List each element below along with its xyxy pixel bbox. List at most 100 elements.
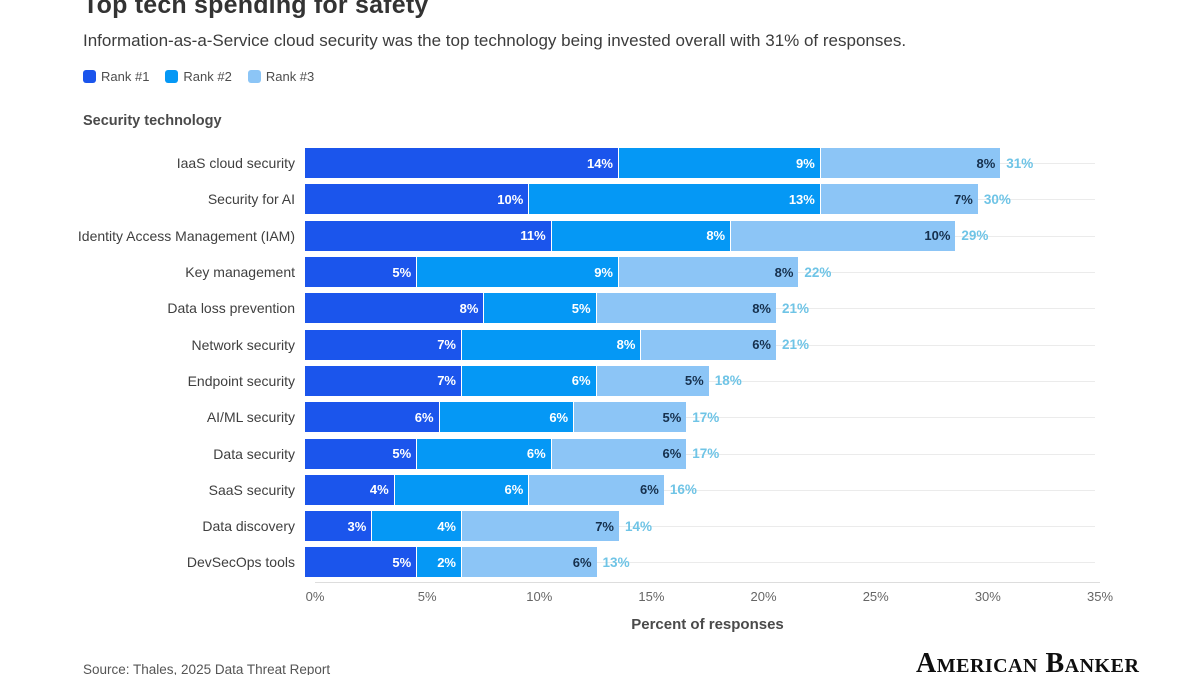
category-label: Data security	[213, 445, 295, 462]
category-label: IaaS cloud security	[176, 155, 295, 172]
bar-segment-rank3: 8%	[596, 293, 776, 324]
x-tick-label: 0%	[305, 589, 325, 604]
x-tick-label: 30%	[974, 589, 1001, 604]
legend-item: Rank #3	[247, 69, 315, 84]
total-label: 21%	[781, 337, 810, 353]
bar-segment-rank2: 8%	[551, 220, 732, 251]
x-axis-title: Percent of responses	[631, 616, 784, 633]
bar-segment-rank1: 7%	[305, 365, 462, 396]
total-label: 17%	[692, 446, 720, 462]
chart-row: AI/ML security 6% 6% 5% 17%	[0, 399, 1200, 435]
chart-row: Data loss prevention 8% 5% 8% 21%	[0, 290, 1200, 326]
bar-area: 11% 8% 10% 29%	[305, 218, 1095, 254]
bar-segment-rank2: 6%	[439, 402, 575, 433]
bar-segment-rank2: 9%	[417, 257, 619, 288]
bar-segment-rank2: 6%	[394, 474, 530, 505]
chart-subtitle: Information-as-a-Service cloud security …	[83, 31, 907, 50]
bar-segment-rank3: 8%	[820, 148, 1001, 179]
row-gridline	[305, 489, 1095, 491]
total-label: 13%	[602, 554, 630, 570]
category-label: Data loss prevention	[167, 300, 295, 317]
legend-item: Rank #2	[165, 69, 232, 84]
legend-swatch	[83, 70, 96, 83]
bar-segment-rank3: 6%	[641, 329, 776, 360]
row-gridline	[305, 453, 1095, 455]
bar-segment-rank2: 4%	[372, 511, 462, 542]
bar-segment-rank3: 6%	[529, 474, 664, 505]
bar-area: 6% 6% 5% 17%	[305, 399, 1095, 435]
legend-swatch	[165, 70, 179, 83]
bar-area: 10% 13% 7% 30%	[305, 181, 1095, 217]
category-label: Network security	[191, 336, 295, 353]
chart-row: Endpoint security 7% 6% 5% 18%	[0, 363, 1200, 399]
bar-segment-rank2: 9%	[619, 148, 821, 179]
total-label: 16%	[669, 482, 697, 498]
total-label: 22%	[804, 264, 832, 280]
bar-segment-rank1: 4%	[305, 474, 395, 505]
x-tick-label: 10%	[526, 589, 553, 604]
category-label: Endpoint security	[187, 372, 295, 389]
category-label: Data discovery	[202, 518, 295, 535]
row-gridline	[305, 417, 1095, 419]
category-label: Identity Access Management (IAM)	[77, 227, 295, 244]
category-label: AI/ML security	[206, 409, 295, 426]
total-label: 14%	[624, 518, 653, 534]
bar-area: 5% 2% 6% 13%	[305, 544, 1095, 580]
chart-row: Data security 5% 6% 6% 17%	[0, 435, 1200, 471]
bar-segment-rank3: 6%	[551, 438, 687, 469]
chart-row: Security for AI 10% 13% 7% 30%	[0, 181, 1200, 217]
total-label: 17%	[692, 409, 720, 425]
chart-title: Top tech spending for safety	[83, 0, 429, 19]
chart-row: SaaS security 4% 6% 6% 16%	[0, 472, 1200, 508]
total-label: 30%	[983, 191, 1011, 207]
bar-segment-rank1: 11%	[305, 220, 552, 251]
bar-segment-rank2: 13%	[529, 184, 821, 215]
chart-row: Network security 7% 8% 6% 21%	[0, 326, 1200, 362]
x-tick-label: 25%	[862, 589, 889, 604]
bar-segment-rank1: 5%	[305, 547, 418, 578]
bar-segment-rank1: 5%	[305, 438, 418, 469]
bar-segment-rank1: 8%	[305, 293, 485, 324]
category-label: DevSecOps tools	[186, 554, 295, 571]
x-tick-label: 20%	[750, 589, 777, 604]
american-banker-logo: American Banker	[916, 648, 1140, 675]
bar-segment-rank1: 3%	[305, 511, 373, 542]
legend-label: Rank #2	[183, 69, 232, 84]
legend: Rank #1 Rank #2 Rank #3	[83, 69, 314, 84]
total-label: 29%	[961, 228, 989, 244]
bar-area: 5% 9% 8% 22%	[305, 254, 1095, 290]
legend-label: Rank #3	[265, 69, 315, 84]
chart-row: Key management 5% 9% 8% 22%	[0, 254, 1200, 290]
bar-area: 3% 4% 7% 14%	[305, 508, 1095, 544]
bar-segment-rank1: 7%	[305, 329, 462, 360]
bar-segment-rank3: 8%	[618, 257, 799, 288]
chart-row: DevSecOps tools 5% 2% 6% 13%	[0, 544, 1200, 580]
total-label: 18%	[714, 373, 742, 389]
x-axis: 0% 5% 10% 15% 20% 25% 30% 35%	[306, 582, 1113, 604]
category-label: Key management	[185, 264, 295, 281]
bar-segment-rank3: 5%	[596, 365, 709, 396]
bar-area: 14% 9% 8% 31%	[305, 145, 1095, 181]
bar-segment-rank2: 6%	[417, 438, 552, 469]
bar-segment-rank1: 10%	[305, 184, 530, 215]
chart-row: Identity Access Management (IAM) 11% 8% 10%…	[0, 218, 1200, 254]
bar-segment-rank1: 5%	[305, 257, 418, 288]
bar-area: 7% 8% 6% 21%	[305, 326, 1095, 362]
category-label: SaaS security	[208, 481, 295, 498]
x-tick-label: 35%	[1086, 589, 1114, 604]
bar-segment-rank3: 5%	[574, 402, 687, 433]
bar-segment-rank3: 10%	[731, 220, 956, 251]
bar-segment-rank3: 7%	[820, 184, 978, 215]
source-note: Source: Thales, 2025 Data Threat Report	[83, 662, 331, 675]
x-tick-label: 15%	[638, 589, 665, 604]
total-label: 31%	[1006, 155, 1034, 171]
total-label: 21%	[781, 300, 810, 316]
bar-area: 5% 6% 6% 17%	[305, 435, 1095, 471]
legend-swatch	[247, 70, 261, 83]
bar-segment-rank2: 8%	[462, 329, 642, 360]
x-tick-label: 5%	[417, 589, 437, 604]
legend-item: Rank #1	[83, 69, 149, 84]
bar-area: 8% 5% 8% 21%	[305, 290, 1095, 326]
y-axis-title: Security technology	[83, 113, 222, 129]
row-gridline	[305, 562, 1095, 564]
